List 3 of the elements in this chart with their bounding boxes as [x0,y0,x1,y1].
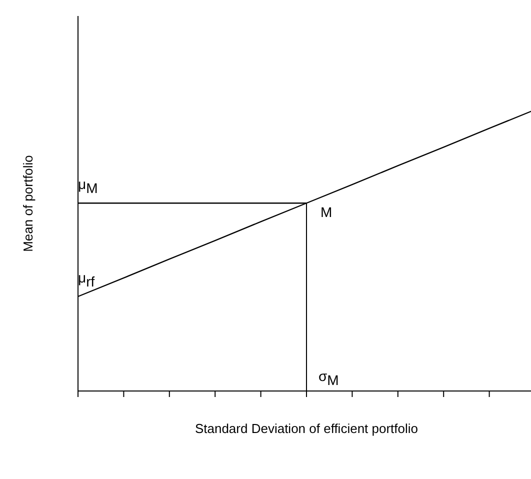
annotation: M [320,204,332,220]
x-axis-title: Standard Deviation of efficient portfolio [194,421,418,436]
y-axis-title: Mean of portfolio [20,155,36,252]
